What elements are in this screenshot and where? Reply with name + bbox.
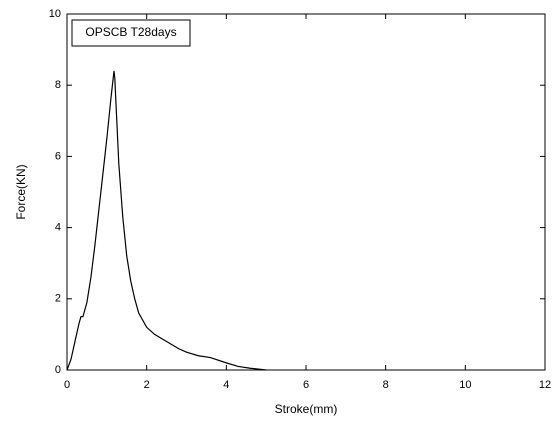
x-tick-label: 10 — [459, 379, 471, 391]
x-tick-label: 0 — [64, 379, 70, 391]
x-tick-label: 2 — [144, 379, 150, 391]
y-tick-label: 2 — [55, 293, 61, 305]
y-tick-label: 6 — [55, 150, 61, 162]
y-tick-label: 4 — [55, 222, 61, 234]
legend-box — [71, 19, 191, 47]
x-axis-title: Stroke(mm) — [275, 402, 338, 416]
y-tick-label: 10 — [49, 8, 61, 20]
y-axis-title: Force(KN) — [14, 164, 28, 219]
x-tick-label: 6 — [303, 379, 309, 391]
x-tick-label: 8 — [383, 379, 389, 391]
y-tick-label: 8 — [55, 79, 61, 91]
x-tick-label: 12 — [539, 379, 551, 391]
legend-label: OPSCB T28days — [85, 25, 176, 39]
x-tick-label: 4 — [223, 379, 229, 391]
plot-frame — [66, 13, 546, 371]
y-tick-label: 0 — [55, 364, 61, 376]
data-line — [66, 70, 267, 371]
